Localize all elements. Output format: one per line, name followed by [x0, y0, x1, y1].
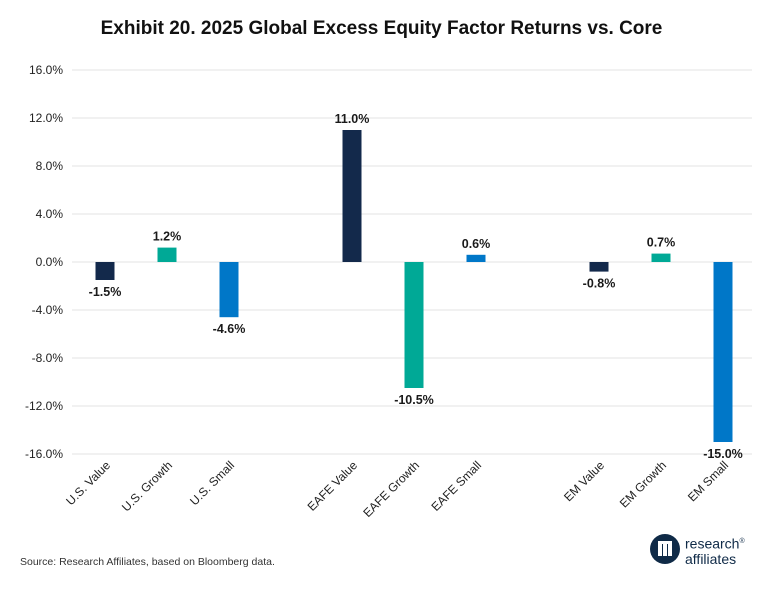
- x-tick-label: U.S. Small: [187, 458, 237, 508]
- data-label: 0.7%: [647, 236, 676, 250]
- y-tick-label: -4.0%: [32, 303, 64, 317]
- bar: [219, 262, 239, 318]
- y-tick-label: 0.0%: [36, 255, 64, 269]
- x-tick-label: EAFE Value: [305, 458, 361, 514]
- bar: [157, 247, 177, 262]
- logo-wordmark: research® affiliates: [685, 535, 745, 567]
- x-tick-label: EAFE Small: [428, 458, 484, 514]
- bar: [342, 130, 362, 262]
- x-tick-label: EM Small: [685, 458, 731, 504]
- logo-mark-icon: [650, 534, 680, 564]
- bar: [589, 262, 609, 272]
- bar: [713, 262, 733, 442]
- x-tick-label: EM Growth: [617, 458, 669, 510]
- data-label: 0.6%: [462, 237, 491, 251]
- data-label: -4.6%: [213, 322, 246, 336]
- source-note: Source: Research Affiliates, based on Bl…: [20, 556, 275, 568]
- bar: [95, 262, 115, 280]
- data-label: 1.2%: [153, 230, 182, 244]
- bar: [651, 253, 671, 262]
- data-label: -0.8%: [583, 277, 616, 291]
- bar: [404, 262, 424, 388]
- y-tick-label: 4.0%: [36, 207, 64, 221]
- y-tick-label: -8.0%: [32, 351, 64, 365]
- x-tick-label: EAFE Growth: [360, 458, 422, 520]
- y-tick-label: -12.0%: [25, 399, 63, 413]
- y-tick-label: 12.0%: [29, 111, 63, 125]
- x-tick-label: U.S. Growth: [119, 458, 175, 514]
- y-tick-label: -16.0%: [25, 447, 63, 461]
- x-tick-label: EM Value: [561, 458, 607, 504]
- bar: [466, 254, 486, 262]
- data-label: -10.5%: [394, 393, 434, 407]
- data-label: -1.5%: [89, 285, 122, 299]
- data-label: 11.0%: [335, 112, 370, 126]
- data-label: -15.0%: [703, 447, 743, 461]
- chart-title: Exhibit 20. 2025 Global Excess Equity Fa…: [100, 18, 663, 39]
- y-tick-label: 16.0%: [29, 63, 63, 77]
- x-tick-label: U.S. Value: [63, 458, 113, 508]
- y-tick-label: 8.0%: [36, 159, 64, 173]
- research-affiliates-logo: research® affiliates: [650, 532, 760, 572]
